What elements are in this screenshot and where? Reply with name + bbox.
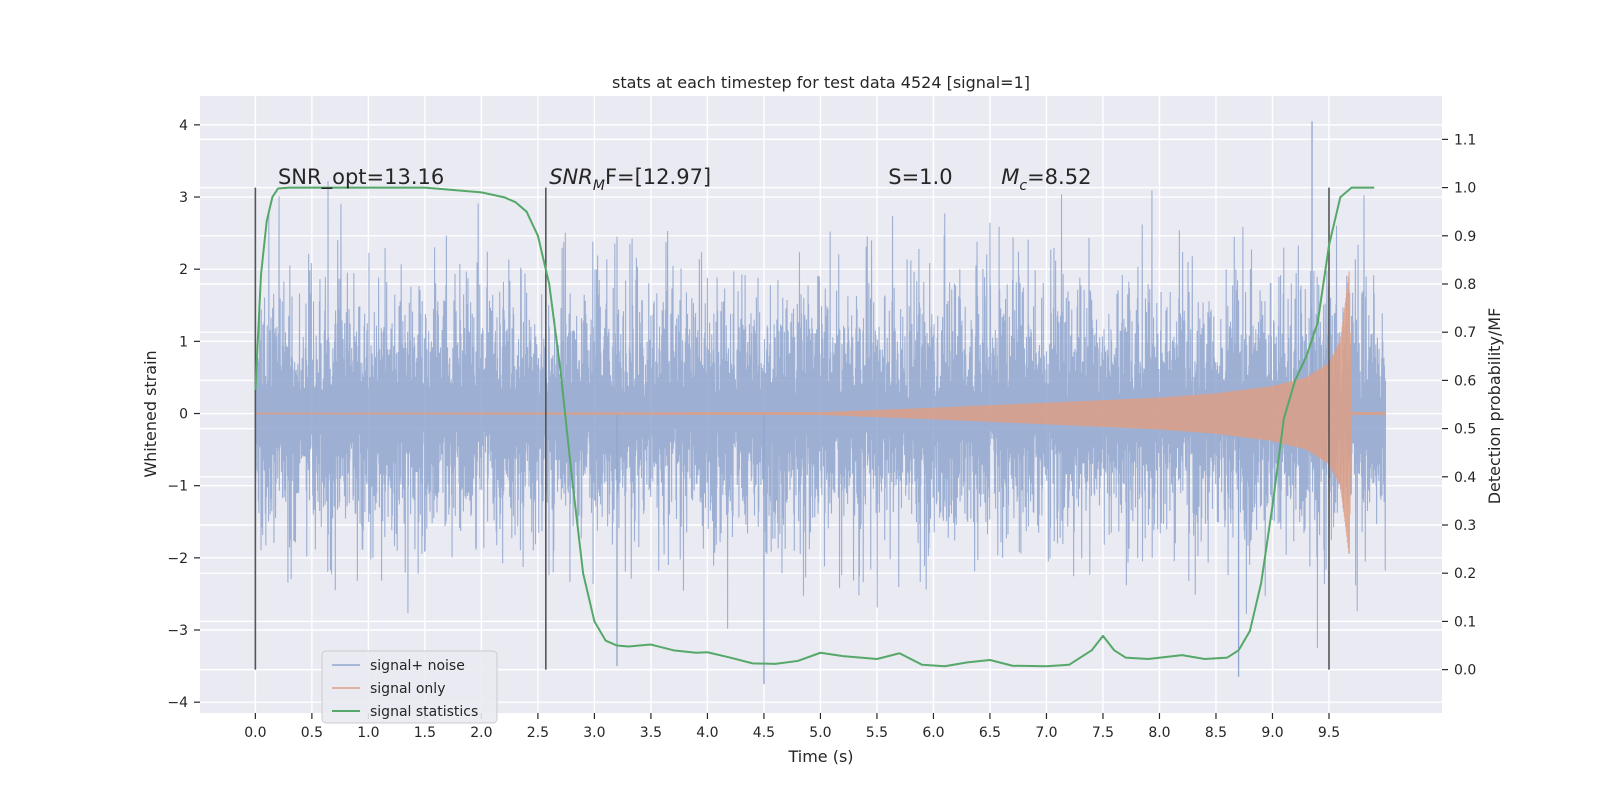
y2-tick-label: 0.8 (1454, 277, 1476, 293)
x-tick-label: 5.0 (809, 725, 831, 741)
y-tick-label: 0 (179, 407, 188, 423)
x-tick-label: 8.5 (1205, 725, 1227, 741)
y-tick-label: 2 (179, 262, 188, 278)
x-tick-label: 7.0 (1035, 725, 1057, 741)
y2-axis-title: Detection probability/MF (1485, 308, 1504, 505)
annotation-rest: =1.0 (902, 165, 953, 189)
y-tick-label: −1 (167, 479, 188, 495)
legend-box (321, 650, 498, 724)
x-tick-label: 9.0 (1261, 725, 1283, 741)
annotation-3: Mc=8.52 (1001, 165, 1091, 194)
y2-tick-label: 0.2 (1454, 566, 1476, 582)
signal-only-series (254, 271, 1387, 554)
y2-tick-label: 0.0 (1454, 663, 1476, 679)
signal-plus-noise-line (254, 181, 1387, 648)
x-tick-label: 3.0 (583, 725, 605, 741)
y2-tick-label: 0.4 (1454, 470, 1476, 486)
y2-tick-label: 1.0 (1454, 181, 1476, 197)
y-tick-label: 3 (179, 190, 188, 206)
y2-tick-label: 0.9 (1454, 229, 1476, 245)
x-tick-label: 8.0 (1148, 725, 1170, 741)
y2-tick-label: 0.1 (1454, 614, 1476, 630)
annotations: SNR_opt=13.16 SNRMF=[12.97] S=1.0 Mc=8.52 (278, 165, 1091, 194)
annotation-base: M (1001, 165, 1019, 189)
x-tick-label: 1.5 (414, 725, 436, 741)
y2-tick-label: 0.7 (1454, 325, 1476, 341)
signal-statistics-line (254, 186, 1375, 668)
x-tick-label: 7.5 (1092, 725, 1114, 741)
legend-label: signal statistics (370, 704, 478, 720)
y2-tick-label: 0.6 (1454, 373, 1476, 389)
y2-tick-label: 1.1 (1454, 132, 1476, 148)
x-tick-label: 0.5 (301, 725, 323, 741)
x-tick-label: 4.5 (753, 725, 775, 741)
x-tick-label: 9.5 (1318, 725, 1340, 741)
annotation-rest: F=[12.97] (605, 165, 711, 189)
left-y-axis-ticks: −4 −3 −2 −1 0 1 2 3 4 (167, 118, 200, 711)
y-tick-label: −2 (167, 551, 188, 567)
annotation-rest: =8.52 (1027, 165, 1091, 189)
x-axis-ticks: 0.0 0.5 1.0 1.5 2.0 2.5 3.0 3.5 4.0 4.5 5.0 5.5 6.0 6… (244, 713, 1340, 741)
x-tick-label: 4.0 (696, 725, 718, 741)
y-tick-label: −4 (167, 695, 188, 711)
signal-statistics-series (254, 186, 1375, 668)
x-tick-label: 6.5 (979, 725, 1001, 741)
x-tick-label: 2.0 (470, 725, 492, 741)
x-tick-label: 0.0 (244, 725, 266, 741)
annotation-0: SNR_opt=13.16 (278, 165, 444, 190)
y-tick-label: −3 (167, 623, 188, 639)
annotation-subscript: c (1019, 178, 1027, 194)
y-tick-label: 1 (179, 334, 188, 350)
annotation-2: S=1.0 (888, 165, 952, 189)
legend-label: signal+ noise (370, 658, 465, 674)
signal-only-line (254, 271, 1387, 554)
annotation-base: SNR (549, 165, 593, 189)
signal-plus-noise-series (254, 121, 1387, 685)
annotation-1: SNRMF=[12.97] (549, 165, 711, 194)
legend-label: signal only (370, 681, 445, 697)
x-tick-label: 1.0 (357, 725, 379, 741)
right-y-axis-ticks: 0.0 0.1 0.2 0.3 0.4 0.5 0.6 0.7 0.8 0.9 1.0 1.1 (1442, 132, 1476, 679)
legend: signal+ noise signal only signal statistic… (321, 650, 498, 724)
annotation-base: S (888, 165, 901, 189)
annotation-subscript: M (593, 178, 605, 194)
x-tick-label: 5.5 (866, 725, 888, 741)
x-tick-label: 3.5 (640, 725, 662, 741)
chart-title: stats at each timestep for test data 452… (612, 73, 1030, 92)
y-tick-label: 4 (179, 118, 188, 134)
annotation-base: SNR_opt=13.16 (278, 165, 444, 190)
y2-tick-label: 0.3 (1454, 518, 1476, 534)
x-tick-label: 2.5 (527, 725, 549, 741)
x-tick-label: 6.0 (922, 725, 944, 741)
y2-tick-label: 0.5 (1454, 422, 1476, 438)
x-axis-title: Time (s) (787, 747, 853, 766)
y-axis-title: Whitened strain (141, 350, 160, 477)
